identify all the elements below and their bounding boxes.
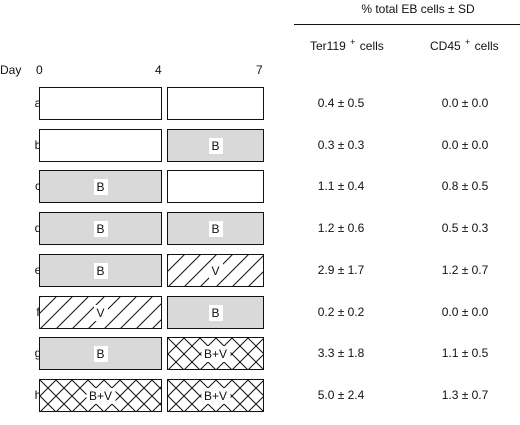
row-label: d: [34, 221, 42, 235]
treatment-label: B+V: [200, 387, 231, 404]
treatment-bar-b: B: [39, 337, 162, 370]
ter119-name: Ter119: [310, 39, 346, 53]
treatment-label: B: [93, 220, 108, 237]
row-label: h: [34, 388, 42, 402]
treatment-label: B+V: [85, 387, 116, 404]
treatment-bar-bv: B+V: [167, 379, 264, 412]
treatment-bar-b: B: [39, 254, 162, 287]
treatment-bar-v: V: [167, 254, 264, 287]
treatment-label: B+V: [200, 345, 231, 362]
treatment-label: V: [93, 304, 108, 321]
treatment-bar-b: B: [167, 296, 264, 329]
cd45-value: 1.3 ± 0.7: [441, 388, 489, 402]
row-label: c: [35, 179, 41, 193]
treatment-bar-b: B: [39, 170, 162, 203]
cd45-value: 1.1 ± 0.5: [441, 346, 489, 360]
treatment-bar-v: V: [39, 296, 162, 329]
treatment-label: B: [93, 345, 108, 362]
row-label: b: [34, 138, 42, 152]
cd45-value: 0.0 ± 0.0: [441, 96, 489, 110]
ter119-column-header: Ter119 + cells: [310, 37, 384, 53]
ter119-sup: +: [350, 37, 356, 47]
ter119-value: 0.2 ± 0.2: [317, 305, 365, 319]
treatment-bar-b: B: [167, 212, 264, 245]
treatment-bar-bv: B+V: [167, 337, 264, 370]
treatment-label: B: [93, 262, 108, 279]
ter119-value: 5.0 ± 2.4: [317, 388, 365, 402]
cd45-suffix: cells: [474, 39, 499, 53]
cd45-value: 0.0 ± 0.0: [441, 305, 489, 319]
day-tick-7: 7: [256, 63, 263, 77]
treatment-bar-untreated: [39, 87, 162, 120]
cd45-sup: +: [465, 37, 471, 47]
ter119-value: 2.9 ± 1.7: [317, 263, 365, 277]
treatment-bar-b: B: [39, 212, 162, 245]
day-tick-4: 4: [155, 63, 162, 77]
ter119-suffix: cells: [359, 39, 384, 53]
ter119-value: 1.1 ± 0.4: [317, 179, 365, 193]
ter119-value: 1.2 ± 0.6: [317, 221, 365, 235]
table-title: % total EB cells ± SD: [361, 2, 475, 16]
treatment-bar-bv: B+V: [39, 379, 162, 412]
treatment-label: B: [208, 220, 223, 237]
row-label: a: [34, 96, 42, 110]
treatment-bar-untreated: [167, 170, 264, 203]
day-axis-label: Day: [0, 63, 22, 77]
row-label: f: [36, 305, 40, 319]
ter119-value: 3.3 ± 1.8: [317, 346, 365, 360]
treatment-label: B: [208, 304, 223, 321]
cd45-value: 0.5 ± 0.3: [441, 221, 489, 235]
cd45-value: 1.2 ± 0.7: [441, 263, 489, 277]
ter119-value: 0.3 ± 0.3: [317, 138, 365, 152]
treatment-bar-untreated: [39, 129, 162, 162]
row-label: g: [34, 346, 42, 360]
treatment-bar-b: B: [167, 129, 264, 162]
treatment-label: V: [208, 262, 223, 279]
treatment-bar-untreated: [167, 87, 264, 120]
cd45-value: 0.8 ± 0.5: [441, 179, 489, 193]
header-rule: [294, 24, 520, 25]
row-label: e: [34, 263, 42, 277]
cd45-column-header: CD45 + cells: [430, 37, 499, 53]
cd45-name: CD45: [430, 39, 461, 53]
day-tick-0: 0: [36, 63, 43, 77]
treatment-label: B: [208, 137, 223, 154]
cd45-value: 0.0 ± 0.0: [441, 138, 489, 152]
treatment-label: B: [93, 178, 108, 195]
ter119-value: 0.4 ± 0.5: [317, 96, 365, 110]
